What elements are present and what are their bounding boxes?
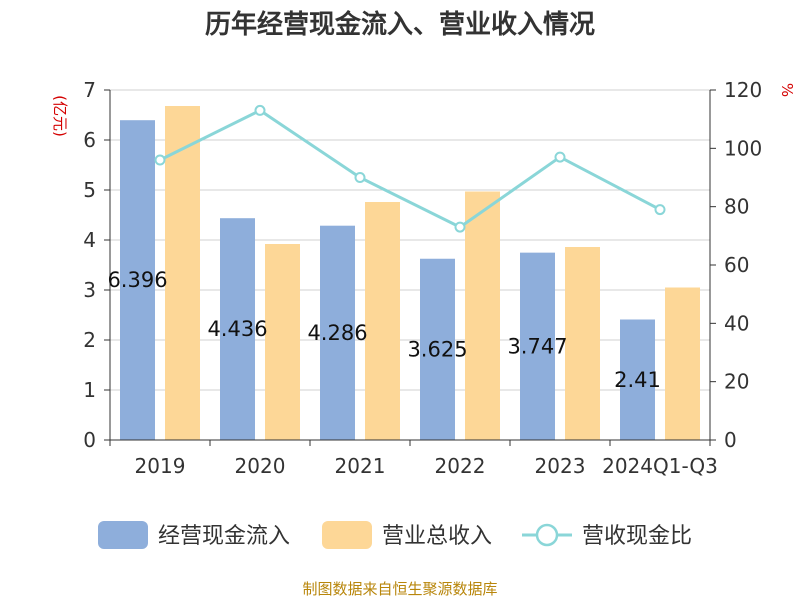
legend-swatch-marker <box>535 523 559 547</box>
bar-revenue <box>565 247 600 440</box>
left-tick-label: 4 <box>83 228 96 252</box>
data-label: 2.41 <box>614 368 661 392</box>
legend-swatch-revenue <box>322 521 372 549</box>
left-tick-label: 1 <box>83 378 96 402</box>
chart-title: 历年经营现金流入、营业收入情况 <box>205 9 595 40</box>
legend-swatch-cash-inflow <box>98 521 148 549</box>
ratio-point <box>254 104 266 116</box>
x-tick-label: 2019 <box>135 454 186 478</box>
x-tick-label: 2023 <box>535 454 586 478</box>
x-tick-label: 2020 <box>235 454 286 478</box>
x-tick-label: 2024Q1-Q3 <box>602 454 718 478</box>
right-axis-unit: % <box>778 83 796 97</box>
legend-label: 营收现金比 <box>582 524 692 549</box>
left-tick-label: 2 <box>83 328 96 352</box>
legend-label: 营业总收入 <box>382 524 492 549</box>
left-tick-label: 7 <box>83 78 96 102</box>
data-label: 3.625 <box>407 337 467 361</box>
data-label: 4.436 <box>207 317 267 341</box>
right-tick-label: 40 <box>724 311 749 335</box>
ratio-point <box>354 172 366 183</box>
legend: 经营现金流入 营业总收入 营收现金比 <box>98 521 692 549</box>
left-tick-label: 3 <box>83 278 96 302</box>
bar-cash-inflow <box>520 252 555 440</box>
data-label: 3.747 <box>507 334 567 358</box>
bar-revenue <box>365 202 400 440</box>
bar-revenue <box>165 106 200 440</box>
left-tick-label: 6 <box>83 128 96 152</box>
bars <box>120 106 700 440</box>
left-tick-label: 0 <box>83 428 96 452</box>
right-tick-label: 0 <box>724 428 737 452</box>
right-tick-label: 20 <box>724 370 749 394</box>
bar-cash-inflow <box>220 218 255 440</box>
ratio-line-path <box>159 108 661 229</box>
right-tick-label: 100 <box>724 136 762 160</box>
ratio-point <box>454 221 466 233</box>
bar-cash-inflow <box>420 258 455 440</box>
ratio-point <box>654 204 666 216</box>
left-tick-label: 5 <box>83 178 96 202</box>
bar-revenue <box>465 191 500 440</box>
right-tick-label: 80 <box>724 195 749 219</box>
left-axis-unit: (亿元) <box>51 95 69 137</box>
bar-revenue <box>665 287 700 440</box>
ratio-point <box>554 151 566 163</box>
data-label: 4.286 <box>307 321 367 345</box>
ratio-line <box>154 104 666 233</box>
legend-label: 经营现金流入 <box>158 524 290 549</box>
right-tick-label: 60 <box>724 253 749 277</box>
data-labels: 6.396 4.436 4.286 3.625 3.747 2.41 <box>107 268 660 392</box>
footer-source: 制图数据来自恒生聚源数据库 <box>302 580 497 598</box>
bar-cash-inflow <box>620 319 655 440</box>
axes: 0 1 2 3 4 5 6 7 0 20 40 60 80 100 120 2019 2020 2021 2022 2… <box>83 78 762 478</box>
bar-cash-inflow <box>120 120 155 440</box>
right-tick-label: 120 <box>724 78 762 102</box>
bar-cash-inflow <box>320 225 355 440</box>
bar-revenue <box>265 244 300 440</box>
x-tick-label: 2021 <box>335 454 386 478</box>
data-label: 6.396 <box>107 268 167 292</box>
x-tick-label: 2022 <box>435 454 486 478</box>
gridlines <box>110 89 710 391</box>
ratio-point <box>154 154 166 166</box>
